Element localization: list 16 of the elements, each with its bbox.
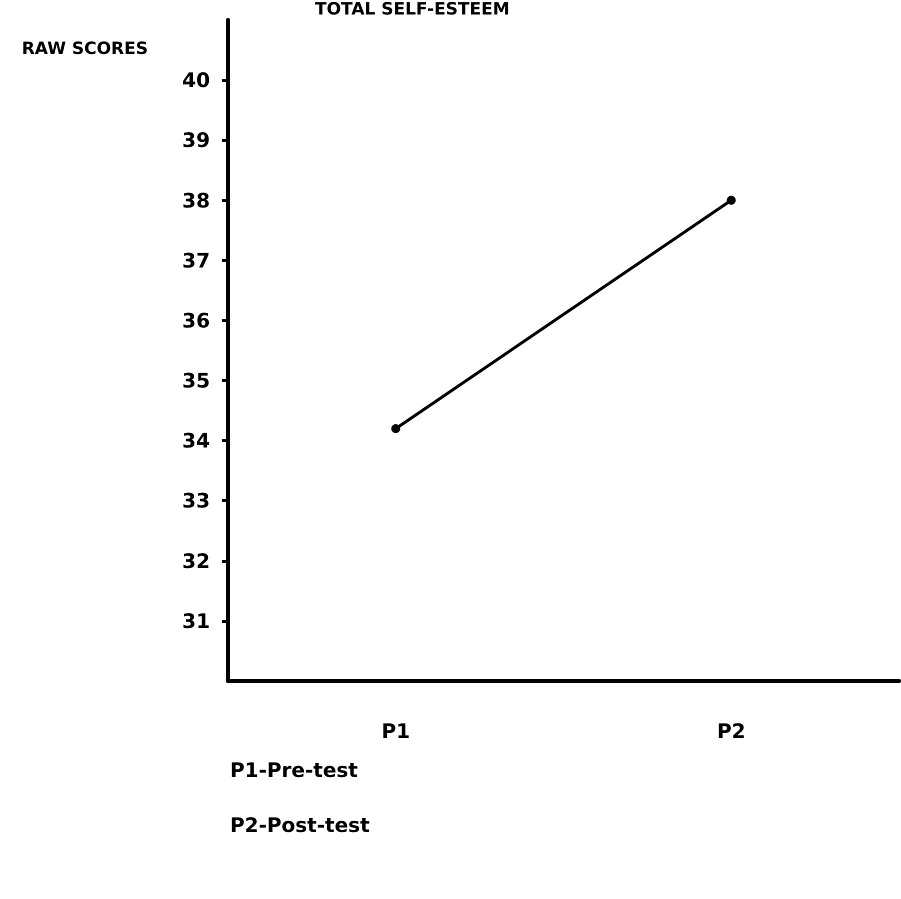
chart-title: TOTAL SELF-ESTEEM [315, 0, 510, 20]
y-tick-label: 38 [182, 188, 210, 212]
x-tick-label: P1 [381, 719, 410, 743]
text: P2-Post-test [230, 813, 370, 837]
y-tick-label: 37 [182, 248, 210, 272]
x-tick-label: P2 [716, 719, 746, 743]
y-tick-label: 39 [182, 128, 210, 152]
y-tick-label: 31 [182, 608, 210, 633]
y-tick-label: 35 [182, 368, 210, 393]
y-tick-label: 33 [182, 488, 210, 513]
y-tick-label: 40 [182, 68, 210, 92]
text: P1-Pre-test [230, 758, 358, 782]
y-tick-label: 34 [182, 428, 210, 453]
y-tick-label: 32 [182, 548, 210, 573]
y-tick-label: 36 [182, 308, 210, 332]
y-axis-title: RAW SCORES [22, 39, 148, 59]
